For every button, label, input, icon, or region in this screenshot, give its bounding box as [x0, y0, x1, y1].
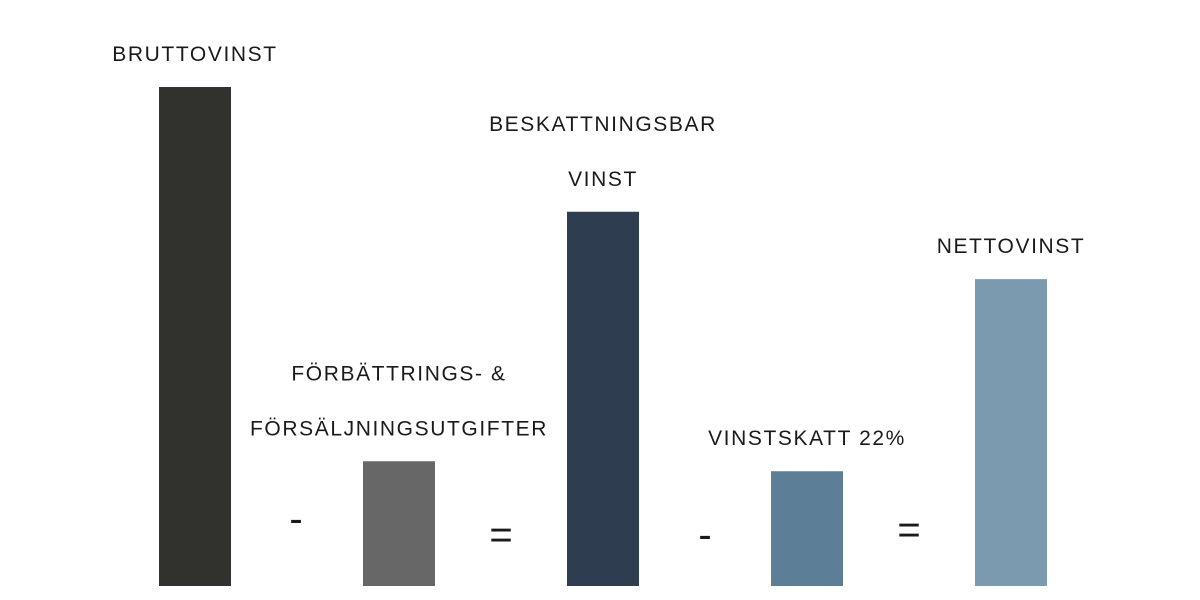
- bar-label-vinstskatt-22: VINSTSKATT 22%: [708, 427, 906, 450]
- bar-label-forbattrings-forsaljningsutgifter-line-1: FÖRBÄTTRINGS- &: [291, 362, 506, 385]
- equals-operator: =: [489, 513, 512, 557]
- bar-nettovinst: [975, 279, 1047, 586]
- minus-operator: -: [698, 513, 711, 557]
- bar-label-nettovinst: NETTOVINST: [937, 235, 1086, 258]
- bar-label-bruttovinst: BRUTTOVINST: [112, 43, 277, 66]
- minus-operator: -: [289, 497, 302, 541]
- bar-forbattrings-forsaljningsutgifter: [363, 461, 435, 586]
- bar-beskattningsbar-vinst: [567, 211, 639, 586]
- bar-label-beskattningsbar-vinst-line-2: VINST: [568, 168, 638, 191]
- bar-label-forbattrings-forsaljningsutgifter-line-2: FÖRSÄLJNINGSUTGIFTER: [250, 417, 548, 440]
- bar-bruttovinst: [159, 87, 231, 586]
- equals-operator: =: [897, 508, 920, 552]
- bar-vinstskatt-22: [771, 471, 843, 586]
- bar-label-beskattningsbar-vinst-line-1: BESKATTNINGSBAR: [489, 113, 717, 136]
